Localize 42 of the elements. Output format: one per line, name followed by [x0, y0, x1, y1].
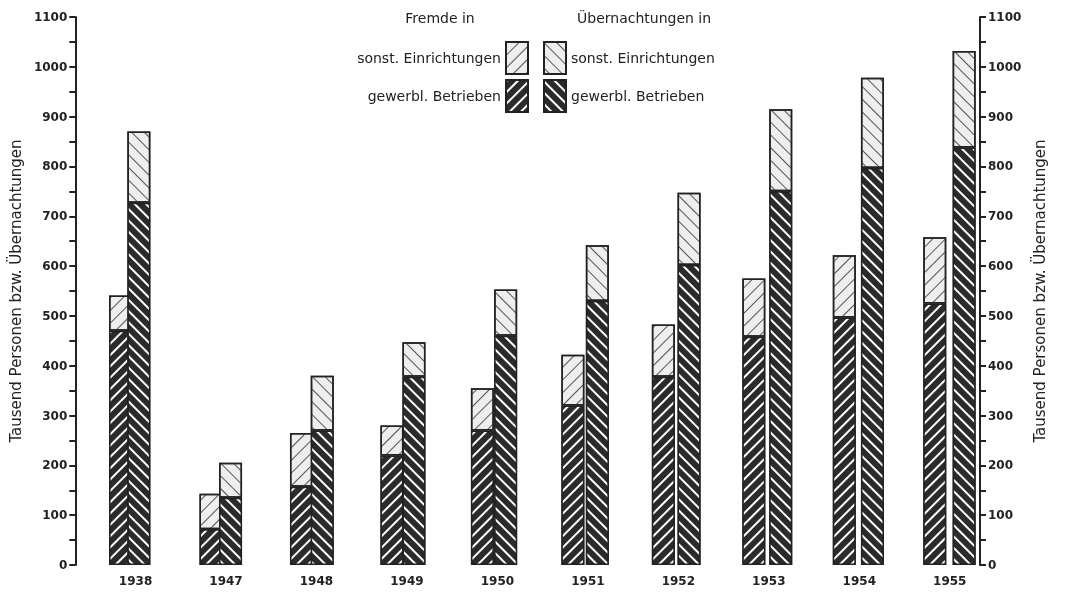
legend-label: sonst. Einrichtungen	[357, 50, 501, 66]
x-tick-label: 1953	[752, 574, 786, 588]
y-tick-label: 200	[42, 458, 68, 473]
x-tick-label: 1951	[571, 574, 605, 588]
y-tick-label: 0	[58, 558, 68, 572]
x-tick-label: 1950	[480, 574, 515, 588]
x-tick-label: 1938	[118, 574, 153, 588]
legend-label: sonst. Einrichtungen	[571, 50, 715, 66]
y-tick-label: 300	[42, 408, 68, 423]
y-axis-title: Tausend Personen bzw. Übernachtungen	[5, 139, 25, 444]
y-tick-label: 100	[42, 508, 68, 523]
y-tick-label: 900	[42, 109, 68, 124]
y2-tick-label: 600	[988, 259, 1014, 274]
x-tick-label: 1948	[299, 574, 334, 588]
y-tick-label: 400	[42, 358, 68, 373]
y-tick-label: 500	[42, 308, 68, 323]
y2-tick-label: 200	[988, 458, 1014, 473]
y2-tick-label: 1000	[988, 59, 1022, 74]
y2-tick-label: 800	[988, 159, 1014, 174]
y-tick-label: 1100	[33, 10, 68, 24]
x-tick-label: 1952	[661, 574, 696, 588]
y2-tick-label: 100	[988, 508, 1014, 523]
y-tick-label: 600	[42, 259, 68, 274]
x-tick-label: 1949	[390, 574, 424, 588]
y2-tick-label: 400	[988, 358, 1014, 373]
y-tick-label: 1000	[33, 59, 68, 74]
y-tick-label: 700	[42, 209, 68, 224]
x-tick-label: 1954	[842, 574, 876, 588]
y2-tick-label: 0	[988, 558, 997, 572]
y2-tick-label: 1100	[988, 10, 1022, 24]
y2-tick-label: 500	[988, 308, 1014, 323]
y-tick-label: 800	[42, 159, 68, 174]
x-tick-label: 1955	[933, 574, 967, 588]
y2-axis-title: Tausend Personen bzw. Übernachtungen	[1029, 139, 1049, 444]
x-tick-label: 1947	[209, 574, 243, 588]
y2-tick-label: 700	[988, 209, 1014, 224]
legend-title: Fremde in	[405, 10, 475, 26]
y2-tick-label: 300	[988, 408, 1014, 423]
y2-tick-label: 900	[988, 109, 1014, 124]
legend-label: gewerbl. Betrieben	[367, 88, 501, 104]
legend-label: gewerbl. Betrieben	[571, 88, 705, 104]
legend-title: Übernachtungen in	[577, 9, 712, 26]
